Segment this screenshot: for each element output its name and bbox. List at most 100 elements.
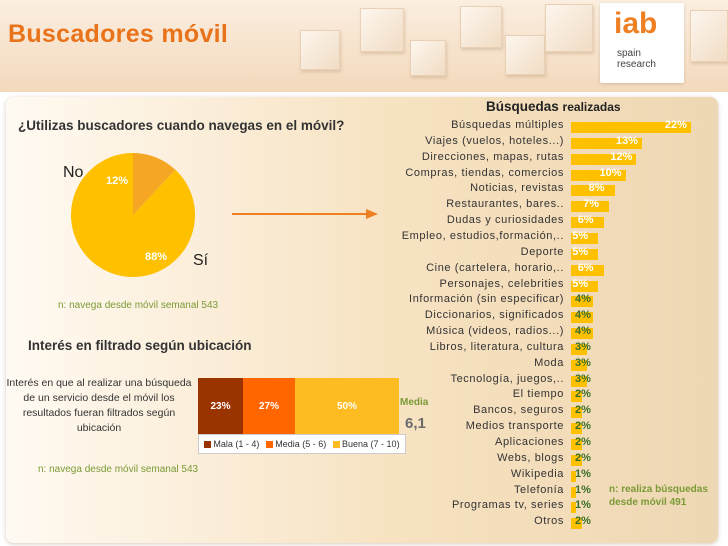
bar <box>571 328 593 340</box>
pie-label-si: Sí <box>193 252 209 269</box>
decorative-cube <box>360 8 404 52</box>
decorative-cube <box>690 10 728 62</box>
bar-category-label: Cine (cartelera, horario,.. <box>426 261 564 274</box>
bar <box>571 248 599 260</box>
bar <box>571 185 615 197</box>
legend-swatch <box>266 441 274 449</box>
bar <box>571 454 582 466</box>
decorative-cube <box>410 40 446 76</box>
bar-title-bold: Búsquedas <box>486 99 559 114</box>
bar-value-label: 2% <box>575 388 591 401</box>
bar <box>571 343 588 355</box>
bar <box>571 439 582 450</box>
bar <box>571 518 582 530</box>
bar-value-label: 4% <box>575 325 591 338</box>
bar-chart-title: Búsquedas realizadas <box>486 99 621 114</box>
stacked-segment-buena: 50% <box>295 378 399 434</box>
legend-item-media: Media (5 - 6) <box>266 439 326 449</box>
bar-value-label: 3% <box>575 356 591 369</box>
bar <box>571 201 610 213</box>
bar <box>571 296 593 308</box>
segment-label: 23% <box>210 400 231 412</box>
bar-category-label: Noticias, revistas <box>470 182 564 195</box>
bar-value-label: 2% <box>575 451 591 464</box>
bar-value-label: 2% <box>575 404 591 417</box>
logo-main-text: iab <box>614 7 658 40</box>
bar-value-label: 2% <box>575 420 591 433</box>
pie-label-no: No <box>63 164 84 181</box>
pie-sample-note: n: navega desde móvil semanal 543 <box>58 300 219 311</box>
stacked-segment-media: 27% <box>243 378 295 434</box>
bar-value-label: 10% <box>599 166 622 179</box>
bar-category-label: Moda <box>534 356 564 369</box>
bar <box>571 169 626 181</box>
legend-label: Media (5 - 6) <box>275 439 327 449</box>
bar-category-label: Dudas y curiosidades <box>446 214 564 227</box>
bar <box>571 312 593 324</box>
bar-category-label: Libros, literatura, cultura <box>429 340 564 353</box>
bar <box>571 470 577 482</box>
bar <box>571 153 637 165</box>
bar <box>571 502 577 514</box>
bar-category-label: Viajes (vuelos, hoteles...) <box>425 134 564 147</box>
media-label: Media <box>400 397 429 408</box>
bar-value-label: 1% <box>575 499 591 512</box>
bar-value-label: 7% <box>583 198 600 211</box>
bar-category-label: Deporte <box>520 245 564 258</box>
bar <box>571 486 577 498</box>
bar <box>571 423 582 435</box>
interest-sample-note: n: navega desde móvil semanal 543 <box>38 464 199 475</box>
bar-category-label: Música (videos, radios...) <box>426 325 564 338</box>
bar-value-label: 12% <box>610 150 633 163</box>
bar <box>571 375 588 387</box>
bar-category-label: Búsquedas múltiples <box>451 119 564 131</box>
bar-category-label: Medios transporte <box>465 420 564 433</box>
bar-category-label: Diccionarios, significados <box>424 309 564 322</box>
bar-category-label: Información (sin especificar) <box>409 293 564 306</box>
stacked-legend: Mala (1 - 4) Media (5 - 6) Buena (7 - 10… <box>198 434 406 454</box>
bar-value-label: 5% <box>572 229 589 242</box>
bar <box>571 280 599 292</box>
bar-value-label: 1% <box>575 483 591 496</box>
interest-title: Interés en filtrado según ubicación <box>28 338 252 353</box>
segment-label: 27% <box>258 400 279 412</box>
bar <box>571 407 582 419</box>
decorative-cube <box>505 35 545 75</box>
segment-label: 50% <box>336 400 357 412</box>
pie-question: ¿Utilizas buscadores cuando navegas en e… <box>18 118 345 133</box>
decorative-cube <box>460 6 502 48</box>
decorative-cube <box>545 4 593 52</box>
stacked-segment-mala: 23% <box>198 378 243 434</box>
bar <box>571 137 642 149</box>
legend-swatch <box>333 441 341 449</box>
legend-label: Buena (7 - 10) <box>342 439 400 449</box>
bar <box>571 217 604 229</box>
bar-value-label: 4% <box>575 309 591 322</box>
bar-category-label: Empleo, estudios,formación,.. <box>401 229 564 242</box>
bar <box>571 232 599 244</box>
bar-value-label: 3% <box>575 340 591 353</box>
bar-value-label: 13% <box>615 134 638 147</box>
bar-value-label: 6% <box>577 214 594 227</box>
media-value: 6,1 <box>405 415 426 432</box>
bar-value-label: 1% <box>575 467 591 480</box>
bar-category-label: Wikipedia <box>510 467 564 480</box>
bar-category-label: El tiempo <box>512 388 564 401</box>
bar-category-label: Direcciones, mapas, rutas <box>421 150 564 163</box>
bar <box>571 391 582 403</box>
bar <box>571 359 588 371</box>
logo-sub-text: spain <box>617 48 641 59</box>
logo-sub-text: research <box>617 59 656 70</box>
bar-value-label: 3% <box>575 372 591 385</box>
legend-label: Mala (1 - 4) <box>213 439 260 449</box>
legend-item-mala: Mala (1 - 4) <box>204 439 259 449</box>
bar-category-label: Otros <box>534 515 564 528</box>
legend-item-buena: Buena (7 - 10) <box>333 439 400 449</box>
bar-value-label: 2% <box>575 515 591 528</box>
bar-value-label: 4% <box>575 293 591 306</box>
bar-category-label: Programas tv, series <box>451 499 564 512</box>
bar-category-label: Tecnología, juegos,.. <box>450 372 564 385</box>
bar <box>571 122 691 133</box>
legend-swatch <box>204 441 212 449</box>
decorative-cube <box>300 30 340 70</box>
